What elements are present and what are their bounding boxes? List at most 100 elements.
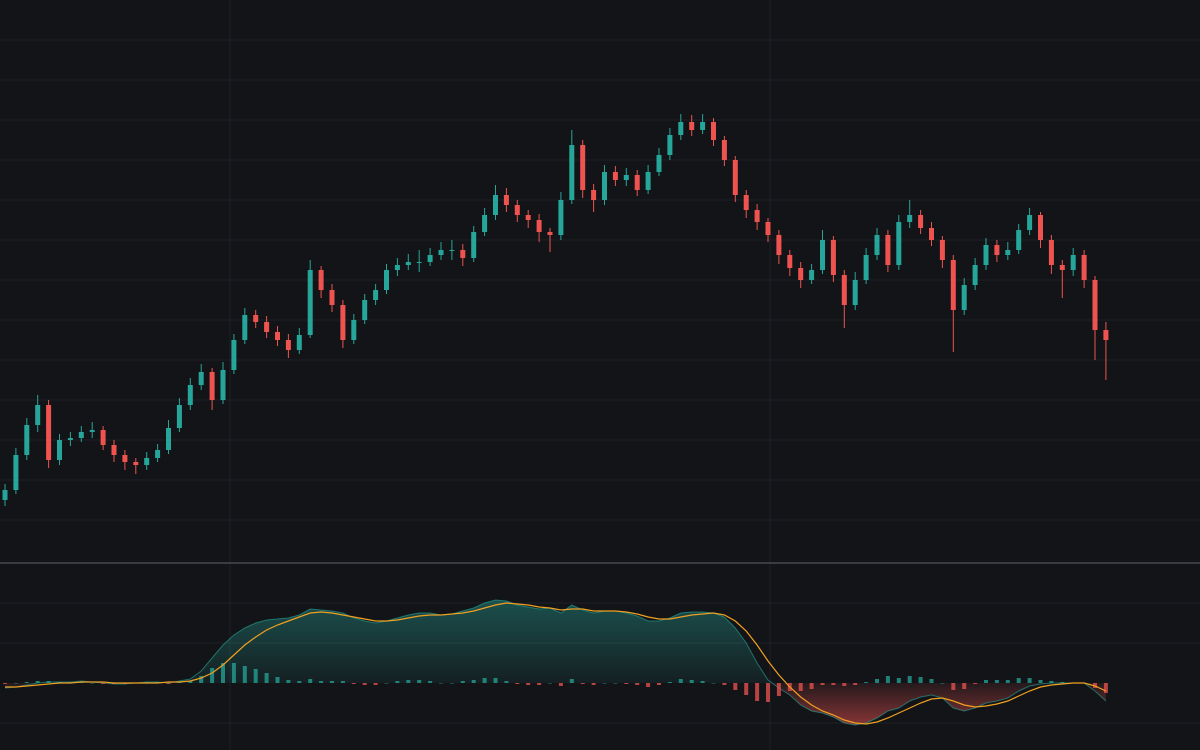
histogram-bar (864, 682, 869, 683)
histogram-bar (373, 683, 378, 685)
histogram-bar (526, 683, 531, 685)
histogram-bar (406, 680, 411, 683)
candle-body (809, 270, 815, 280)
candle-body (57, 440, 62, 460)
candle-body (1059, 265, 1065, 270)
candle-body (612, 172, 618, 180)
histogram-bar (951, 683, 956, 690)
candle-body (133, 462, 139, 465)
histogram-bar (722, 683, 727, 685)
histogram-bar (744, 683, 749, 695)
histogram-bar (548, 683, 552, 684)
histogram-bar (733, 683, 738, 690)
histogram-bar (308, 679, 313, 683)
candle-body (111, 445, 117, 455)
candle-body (471, 232, 477, 258)
candle-body (765, 222, 771, 235)
candle-body (536, 220, 542, 232)
candle-body (78, 432, 84, 438)
histogram-bar (35, 681, 40, 683)
candle-body (460, 250, 466, 258)
candle-body (416, 262, 422, 263)
candle-body (645, 172, 651, 190)
candle-body (394, 265, 400, 270)
candle-body (198, 372, 204, 385)
histogram-bar (504, 681, 509, 683)
candle-body (253, 315, 259, 322)
histogram-bar (569, 679, 574, 683)
histogram-bar (340, 681, 345, 683)
candle-body (340, 305, 346, 340)
candle-body (885, 235, 891, 265)
histogram-bar (766, 683, 770, 702)
histogram-bar (493, 678, 498, 683)
histogram-bar (1060, 682, 1065, 683)
histogram-bar (275, 677, 280, 683)
histogram-bar (678, 679, 683, 683)
candle-body (711, 122, 716, 140)
histogram-bar (689, 680, 694, 683)
candle-body (787, 255, 793, 268)
candle-body (351, 320, 357, 340)
histogram-bar (984, 680, 988, 683)
candle-body (122, 455, 128, 462)
histogram-bar (242, 666, 247, 683)
candle-body (427, 255, 433, 262)
candle-body (514, 205, 520, 215)
histogram-bar (417, 680, 422, 683)
candle-body (1081, 255, 1087, 280)
histogram-bar (428, 681, 433, 683)
candle-body (961, 285, 967, 310)
histogram-bar (755, 683, 760, 701)
histogram-bar (558, 683, 563, 686)
candle-body (983, 245, 989, 265)
candle-body (89, 430, 95, 432)
candle-body (580, 145, 586, 190)
histogram-bar (624, 683, 629, 684)
histogram-bar (286, 680, 291, 683)
candle-body (907, 215, 913, 222)
histogram-bar (1038, 680, 1043, 683)
histogram-bar (646, 683, 651, 687)
candle-body (231, 340, 237, 370)
candle-body (689, 122, 695, 130)
candle-body (1038, 215, 1043, 240)
candle-body (438, 250, 444, 255)
candle-body (602, 172, 607, 200)
histogram-bar (1103, 683, 1108, 693)
histogram-bar (831, 683, 836, 685)
candle-body (35, 405, 41, 425)
macd-line (4, 599, 1107, 726)
histogram-bar (362, 683, 367, 685)
histogram-bar (231, 663, 236, 683)
candle-body (155, 450, 161, 458)
candle-body (1005, 250, 1011, 255)
candle-body (1048, 240, 1054, 265)
candle-body (863, 255, 869, 280)
histogram-bar (907, 676, 912, 683)
candle-body (242, 315, 248, 340)
histogram-bar (667, 682, 672, 683)
histogram-bar (885, 676, 890, 683)
histogram-bar (918, 677, 923, 683)
candle-body (275, 332, 280, 340)
candle-body (144, 458, 150, 465)
histogram-bar (820, 683, 825, 685)
candle-body (634, 175, 640, 190)
histogram-bar (776, 683, 781, 696)
histogram-bar (962, 683, 967, 689)
candle-body (929, 228, 934, 240)
histogram-bar (199, 676, 204, 683)
candle-body (296, 335, 302, 350)
histogram-bar (297, 681, 302, 683)
candle-body (743, 195, 749, 210)
candle-body (449, 250, 455, 251)
candle-body (700, 122, 706, 130)
candle-body (307, 270, 313, 335)
candle-body (405, 262, 411, 265)
candle-body (820, 240, 825, 270)
histogram-bar (330, 681, 334, 683)
histogram-bar (657, 683, 661, 685)
histogram-bar (1049, 681, 1054, 683)
